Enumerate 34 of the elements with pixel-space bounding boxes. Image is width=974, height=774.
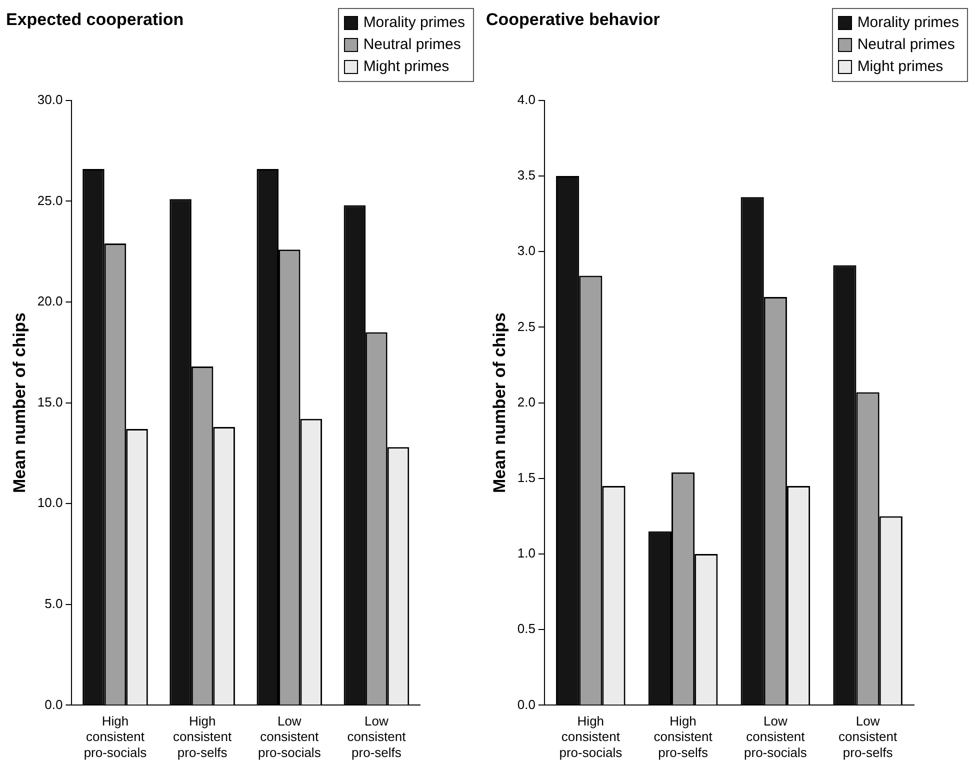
y-tick-label: 1.5: [517, 470, 536, 485]
y-tick-label: 4.0: [517, 92, 536, 107]
y-tick-label: 0.5: [517, 621, 536, 636]
y-tick-label: 3.0: [517, 243, 536, 258]
y-tick-label: 3.5: [517, 168, 536, 183]
chart-title: Expected cooperation: [6, 10, 184, 29]
y-tick-label: 15.0: [37, 394, 63, 410]
legend-label: Might primes: [363, 57, 450, 77]
y-tick-label: 20.0: [37, 294, 63, 309]
chart-title: Cooperative behavior: [486, 10, 660, 29]
x-tick-label: High consistent pro-selfs: [173, 714, 232, 760]
x-tick-label: Low consistent pro-selfs: [838, 714, 898, 760]
y-tick-label: 2.0: [517, 394, 536, 410]
x-tick-label: Low consistent pro-selfs: [347, 714, 406, 760]
y-tick-label: 1.0: [517, 546, 536, 561]
x-tick-label: High consistent pro-selfs: [654, 714, 713, 760]
x-tick-label: High consistent pro-socials: [84, 714, 148, 760]
y-tick-label: 10.0: [37, 495, 63, 510]
legend-label: Morality primes: [857, 13, 959, 33]
y-tick-label: 2.5: [517, 318, 536, 334]
y-axis-title: Mean number of chips: [10, 312, 29, 494]
x-tick-label: High consistent pro-socials: [559, 714, 623, 760]
x-tick-label: Low consistent pro-socials: [744, 714, 808, 760]
y-tick-label: 30.0: [37, 92, 63, 107]
legend-label: Neutral primes: [857, 35, 955, 55]
legend-label: Morality primes: [363, 13, 465, 33]
y-tick-label: 5.0: [44, 596, 63, 611]
x-tick-label: Low consistent pro-socials: [258, 714, 322, 760]
legend-label: Might primes: [857, 57, 944, 77]
y-tick-label: 0.0: [44, 696, 63, 712]
legend-label: Neutral primes: [363, 35, 461, 55]
y-axis-title: Mean number of chips: [490, 312, 509, 494]
y-tick-label: 25.0: [37, 192, 63, 208]
y-tick-label: 0.0: [517, 696, 536, 712]
